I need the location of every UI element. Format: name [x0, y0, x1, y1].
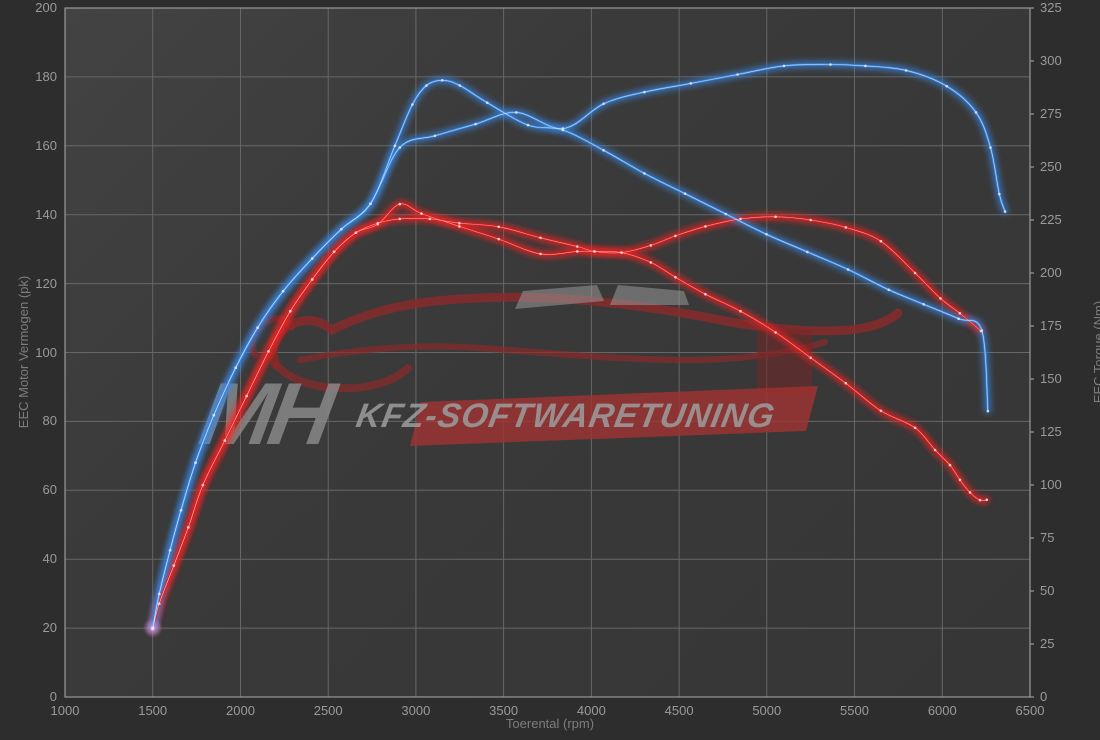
svg-text:KFZ-SOFTWARETUNING: KFZ-SOFTWARETUNING	[353, 397, 778, 435]
